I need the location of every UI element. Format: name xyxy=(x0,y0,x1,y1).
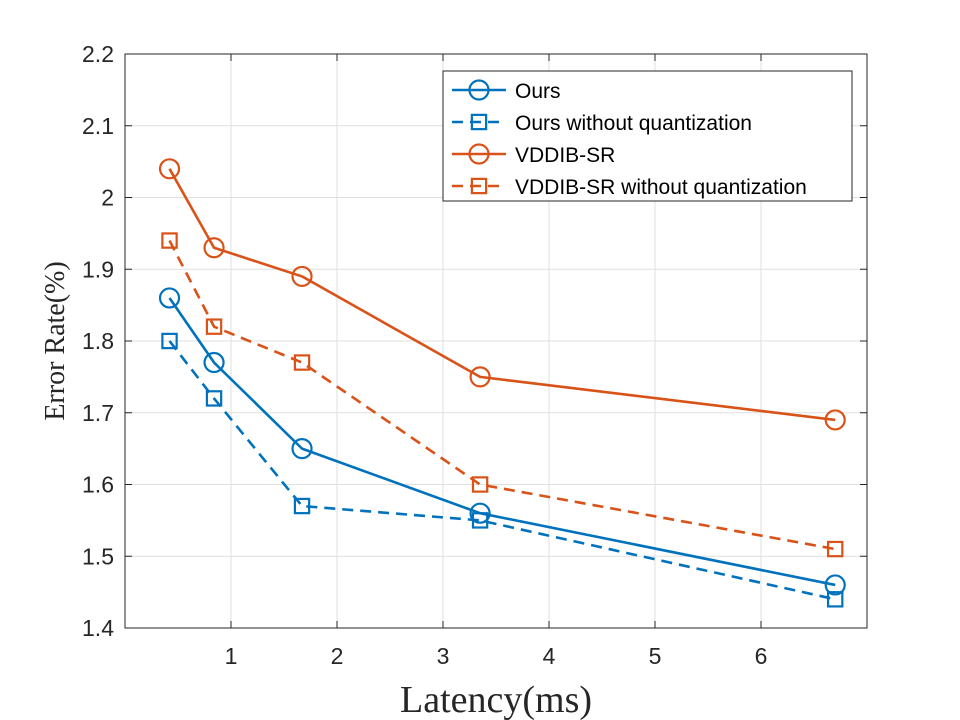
data-point xyxy=(203,237,225,259)
legend-marker xyxy=(470,177,488,195)
series-vddib-sr xyxy=(158,158,846,431)
data-point xyxy=(291,438,313,460)
data-point xyxy=(824,409,846,431)
series-ours xyxy=(158,287,846,596)
x-tick-label: 4 xyxy=(543,643,556,669)
legend-item: Ours without quantization xyxy=(452,112,752,135)
data-point xyxy=(161,332,178,350)
data-point xyxy=(824,574,846,596)
legend: Ours Ours without quantization VDDIB-SR VDD… xyxy=(442,70,853,202)
legend-marker xyxy=(468,143,490,165)
data-point xyxy=(471,512,489,529)
x-tick-label: 1 xyxy=(225,643,238,669)
legend-marker xyxy=(468,79,490,101)
legend-items: Ours Ours without quantization VDDIB-SR VDD… xyxy=(452,79,807,199)
data-point xyxy=(826,540,844,558)
axis-ticks: 1 2 3 4 5 6 1.4 1.5 1.6 1.7 1.8 1.9 2 2.1 2.2 xyxy=(82,41,867,669)
data-point xyxy=(293,354,311,371)
y-tick-label: 1.7 xyxy=(82,400,114,426)
data-point xyxy=(161,232,178,249)
data-point xyxy=(293,497,311,515)
y-tick-label: 1.9 xyxy=(82,256,114,282)
data-point xyxy=(203,351,225,374)
legend-item: Ours xyxy=(452,79,561,103)
data-point xyxy=(158,287,181,309)
y-tick-label: 2 xyxy=(101,185,114,211)
series-line xyxy=(168,340,836,601)
data-point xyxy=(469,502,491,524)
legend-item: VDDIB-SR xyxy=(452,143,615,167)
data-point xyxy=(471,476,489,493)
x-axis-label: Latency(ms) xyxy=(400,679,592,720)
series-line xyxy=(168,168,836,422)
series-line xyxy=(168,297,836,587)
series-line xyxy=(168,239,836,551)
x-tick-label: 2 xyxy=(331,643,344,669)
data-point xyxy=(469,366,491,388)
y-tick-label: 2.2 xyxy=(82,41,114,67)
y-tick-label: 1.8 xyxy=(82,328,114,354)
series-ours-without-quantization xyxy=(161,332,844,608)
series-vddib-sr-without-quantization xyxy=(161,232,844,558)
y-tick-label: 2.1 xyxy=(82,113,114,139)
data-point xyxy=(205,390,223,407)
legend-label: Ours without quantization xyxy=(515,112,752,135)
y-tick-label: 1.6 xyxy=(82,472,114,498)
y-axis-label: Error Rate(%) xyxy=(40,261,71,420)
x-tick-label: 6 xyxy=(755,643,768,669)
data-point xyxy=(205,318,223,335)
data-point xyxy=(158,158,181,180)
legend-item: VDDIB-SR without quantization xyxy=(452,176,807,199)
legend-marker xyxy=(470,113,488,131)
y-tick-label: 1.5 xyxy=(82,543,114,569)
data-point xyxy=(291,265,313,288)
legend-box xyxy=(442,70,853,202)
legend-label: VDDIB-SR xyxy=(515,144,615,167)
x-tick-label: 3 xyxy=(437,643,450,669)
y-tick-label: 1.4 xyxy=(82,615,114,641)
x-tick-label: 5 xyxy=(649,643,662,669)
legend-label: VDDIB-SR without quantization xyxy=(515,176,807,199)
legend-label: Ours xyxy=(515,80,561,103)
data-point xyxy=(826,591,844,608)
series-layer xyxy=(158,158,846,608)
